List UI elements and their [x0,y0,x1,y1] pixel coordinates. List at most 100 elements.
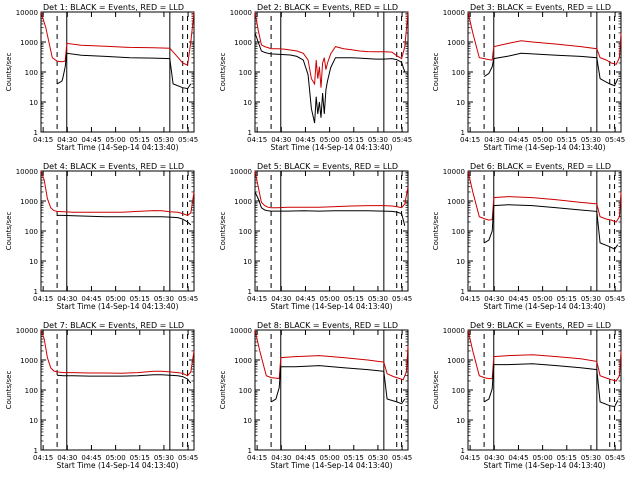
panel-det-6: 1 10 100 1000 10000 04:15 04:30 04:45 05:00 05:15… [432,162,625,311]
y-tick-label: 1000 [20,198,38,206]
panel-title: Det 3: BLACK = Events, RED = LLD [470,3,611,12]
y-axis-label: Counts/sec [219,212,227,251]
y-tick-label: 10 [456,417,465,425]
y-tick-label: 10 [243,417,252,425]
x-tick-label: 05:45 [392,136,412,144]
x-tick-label: 05:00 [106,295,126,303]
y-tick-label: 1 [248,447,252,455]
x-tick-label: 05:00 [106,136,126,144]
x-tick-label: 04:15 [460,295,480,303]
x-tick-label: 05:15 [130,136,150,144]
x-axis-label: Start Time (14-Sep-14 04:13:40) [484,461,606,470]
series-events [483,52,619,87]
series-events [483,204,619,250]
x-tick-label: 04:45 [295,136,315,144]
x-tick-label: 05:15 [557,136,577,144]
plot-frame [467,329,622,451]
x-tick-label: 04:45 [295,454,315,462]
y-tick-label: 100 [239,228,252,236]
y-tick-label: 1000 [20,357,38,365]
x-tick-label: 05:15 [344,136,364,144]
y-axis-label: Counts/sec [432,212,440,251]
x-tick-label: 04:15 [33,454,53,462]
x-tick-label: 05:00 [320,136,340,144]
x-tick-label: 04:30 [484,295,504,303]
x-tick-label: 04:15 [33,136,53,144]
y-tick-label: 10000 [16,9,38,17]
plot-frame [467,170,622,292]
series-lld [40,329,195,377]
series-events [254,191,406,226]
plot-frame [40,170,195,292]
x-tick-label: 04:30 [57,454,77,462]
x-tick-label: 05:15 [344,454,364,462]
x-axis-label: Start Time (14-Sep-14 04:13:40) [484,143,606,152]
y-tick-label: 1 [461,288,465,296]
x-tick-label: 05:30 [154,295,174,303]
panel-title: Det 6: BLACK = Events, RED = LLD [470,162,611,171]
series-lld [40,170,195,216]
series-lld [467,170,622,223]
x-tick-label: 05:30 [368,295,388,303]
y-tick-label: 100 [239,69,252,77]
x-tick-label: 05:45 [605,295,625,303]
y-tick-label: 1000 [234,357,252,365]
x-axis-label: Start Time (14-Sep-14 04:13:40) [271,461,393,470]
series-events [483,363,619,408]
x-tick-label: 05:45 [178,295,198,303]
y-tick-label: 100 [452,387,465,395]
panel-title: Det 5: BLACK = Events, RED = LLD [257,162,398,171]
x-tick-label: 05:30 [154,136,174,144]
x-tick-label: 04:30 [271,295,291,303]
x-tick-label: 04:15 [247,295,267,303]
x-tick-label: 05:30 [154,454,174,462]
series-lld [254,170,409,209]
panel-title: Det 4: BLACK = Events, RED = LLD [43,162,184,171]
y-tick-label: 1000 [447,198,465,206]
y-tick-label: 1 [461,129,465,137]
panel-title: Det 7: BLACK = Events, RED = LLD [43,321,184,330]
y-axis-label: Counts/sec [219,371,227,410]
x-tick-label: 05:15 [557,295,577,303]
series-events [57,374,192,384]
panel-det-8: 1 10 100 1000 10000 04:15 04:30 04:45 05:00 05:15… [219,321,412,470]
x-tick-label: 04:30 [484,136,504,144]
x-tick-label: 05:45 [605,136,625,144]
x-tick-label: 05:45 [178,136,198,144]
x-tick-label: 04:30 [271,136,291,144]
x-tick-label: 05:00 [106,454,126,462]
panel-det-3: 1 10 100 1000 10000 04:15 04:30 04:45 05:00 05:15… [432,3,625,152]
plot-frame [254,170,409,292]
x-tick-label: 05:00 [533,136,553,144]
x-tick-label: 05:30 [368,136,388,144]
x-tick-label: 05:45 [392,295,412,303]
y-tick-label: 1000 [20,39,38,47]
x-tick-label: 04:30 [484,454,504,462]
x-tick-label: 05:45 [392,454,412,462]
y-tick-label: 100 [452,228,465,236]
y-tick-label: 1000 [234,198,252,206]
x-axis-label: Start Time (14-Sep-14 04:13:40) [271,143,393,152]
y-tick-label: 10000 [16,168,38,176]
x-tick-label: 04:15 [247,454,267,462]
x-tick-label: 04:45 [295,295,315,303]
y-tick-label: 10 [29,417,38,425]
y-tick-label: 100 [452,69,465,77]
y-tick-label: 10 [29,258,38,266]
series-events [254,32,406,124]
x-tick-label: 05:45 [178,454,198,462]
y-tick-label: 1 [34,129,38,137]
y-tick-label: 10000 [230,9,252,17]
y-tick-label: 1 [248,288,252,296]
x-tick-label: 04:15 [247,136,267,144]
x-tick-label: 05:15 [557,454,577,462]
x-axis-label: Start Time (14-Sep-14 04:13:40) [271,302,393,311]
y-tick-label: 10 [243,258,252,266]
x-tick-label: 04:30 [271,454,291,462]
plot-frame [254,329,409,451]
x-axis-label: Start Time (14-Sep-14 04:13:40) [484,302,606,311]
panel-det-1: 1 10 100 1000 10000 04:15 04:30 04:45 05:00 05:15… [5,3,198,152]
y-tick-label: 10 [243,99,252,107]
y-tick-label: 1 [34,447,38,455]
